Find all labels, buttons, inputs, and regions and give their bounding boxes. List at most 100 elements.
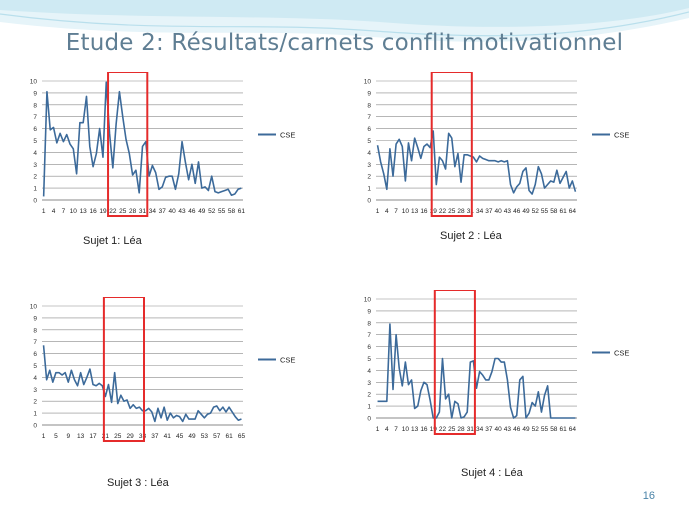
- y-tick-label: 4: [367, 368, 371, 375]
- x-tick-label: 28: [129, 208, 137, 215]
- y-tick-label: 4: [33, 150, 37, 157]
- x-tick-label: 40: [495, 208, 503, 215]
- series-line-cse: [376, 130, 577, 195]
- x-tick-label: 25: [119, 208, 127, 215]
- x-tick-label: 40: [495, 426, 503, 433]
- x-tick-label: 43: [178, 208, 186, 215]
- y-tick-label: 2: [33, 399, 37, 406]
- x-tick-label: 1: [42, 208, 46, 215]
- x-tick-label: 4: [52, 208, 56, 215]
- y-tick-label: 5: [367, 356, 371, 363]
- y-tick-label: 7: [367, 332, 371, 339]
- y-tick-label: 2: [33, 174, 37, 181]
- x-tick-label: 25: [448, 426, 456, 433]
- legend-label: CSE: [614, 131, 629, 140]
- y-tick-label: 8: [367, 102, 371, 109]
- highlight-box: [107, 72, 149, 217]
- x-tick-label: 52: [532, 426, 540, 433]
- y-tick-label: 5: [367, 138, 371, 145]
- x-tick-label: 28: [457, 208, 465, 215]
- x-tick-label: 61: [225, 433, 233, 440]
- x-tick-label: 25: [114, 433, 122, 440]
- x-tick-label: 21: [102, 433, 110, 440]
- x-tick-label: 16: [89, 208, 97, 215]
- page-number: 16: [642, 490, 655, 502]
- x-tick-label: 34: [149, 208, 157, 215]
- x-tick-label: 7: [394, 208, 398, 215]
- x-tick-label: 19: [430, 426, 438, 433]
- legend-label: CSE: [280, 131, 295, 140]
- header-wave-decoration: [0, 0, 689, 42]
- x-tick-label: 55: [541, 208, 549, 215]
- y-tick-label: 6: [33, 351, 37, 358]
- x-tick-label: 58: [550, 426, 558, 433]
- x-tick-label: 49: [188, 433, 196, 440]
- y-tick-label: 3: [33, 162, 37, 169]
- y-tick-label: 0: [33, 198, 37, 205]
- y-tick-label: 4: [33, 375, 37, 382]
- x-tick-label: 31: [467, 426, 475, 433]
- y-tick-label: 10: [30, 304, 38, 311]
- x-tick-label: 37: [485, 208, 493, 215]
- x-tick-label: 17: [89, 433, 97, 440]
- series-line-cse: [377, 323, 576, 419]
- x-tick-label: 43: [504, 208, 512, 215]
- x-tick-label: 10: [402, 426, 410, 433]
- x-tick-label: 19: [430, 208, 438, 215]
- x-tick-label: 28: [457, 426, 465, 433]
- x-tick-label: 55: [218, 208, 226, 215]
- x-tick-label: 4: [385, 426, 389, 433]
- y-tick-label: 4: [367, 150, 371, 157]
- y-tick-label: 1: [33, 186, 37, 193]
- y-tick-label: 2: [367, 174, 371, 181]
- y-tick-label: 8: [367, 320, 371, 327]
- x-tick-label: 58: [228, 208, 236, 215]
- x-tick-label: 22: [439, 208, 447, 215]
- subject-label-4: Sujet 4 : Léa: [461, 467, 523, 479]
- x-tick-label: 58: [550, 208, 558, 215]
- y-tick-label: 8: [33, 102, 37, 109]
- y-tick-label: 3: [33, 387, 37, 394]
- subject-label-3: Sujet 3 : Léa: [107, 477, 169, 489]
- x-tick-label: 10: [402, 208, 410, 215]
- x-tick-label: 41: [164, 433, 172, 440]
- y-tick-label: 7: [33, 339, 37, 346]
- series-line-cse: [42, 345, 242, 423]
- x-tick-label: 49: [522, 426, 530, 433]
- x-tick-label: 1: [42, 433, 46, 440]
- x-tick-label: 29: [127, 433, 135, 440]
- x-tick-label: 13: [77, 433, 85, 440]
- x-tick-label: 40: [169, 208, 177, 215]
- y-tick-label: 7: [367, 114, 371, 121]
- x-tick-label: 13: [411, 208, 419, 215]
- x-tick-label: 33: [139, 433, 147, 440]
- subject-label-1: Sujet 1: Léa: [83, 235, 142, 247]
- x-tick-label: 19: [99, 208, 107, 215]
- y-tick-label: 0: [367, 416, 371, 423]
- x-tick-label: 64: [569, 208, 577, 215]
- x-tick-label: 16: [420, 208, 428, 215]
- y-tick-label: 3: [367, 380, 371, 387]
- x-tick-label: 65: [238, 433, 246, 440]
- x-tick-label: 61: [559, 208, 567, 215]
- slide-title: Etude 2: Résultats/carnets conflit motiv…: [65, 30, 624, 56]
- x-tick-label: 16: [420, 426, 428, 433]
- legend-label: CSE: [280, 356, 295, 365]
- x-tick-label: 1: [376, 426, 380, 433]
- x-tick-label: 10: [70, 208, 78, 215]
- x-tick-label: 37: [151, 433, 159, 440]
- x-tick-label: 31: [139, 208, 147, 215]
- x-tick-label: 22: [439, 426, 447, 433]
- y-tick-label: 2: [367, 392, 371, 399]
- highlight-box: [433, 290, 476, 435]
- y-tick-label: 6: [367, 344, 371, 351]
- y-tick-label: 9: [367, 90, 371, 97]
- y-tick-label: 5: [33, 138, 37, 145]
- y-tick-label: 0: [367, 198, 371, 205]
- y-tick-label: 8: [33, 327, 37, 334]
- y-tick-label: 9: [33, 315, 37, 322]
- x-tick-label: 7: [62, 208, 66, 215]
- x-tick-label: 49: [522, 208, 530, 215]
- x-tick-label: 9: [66, 433, 70, 440]
